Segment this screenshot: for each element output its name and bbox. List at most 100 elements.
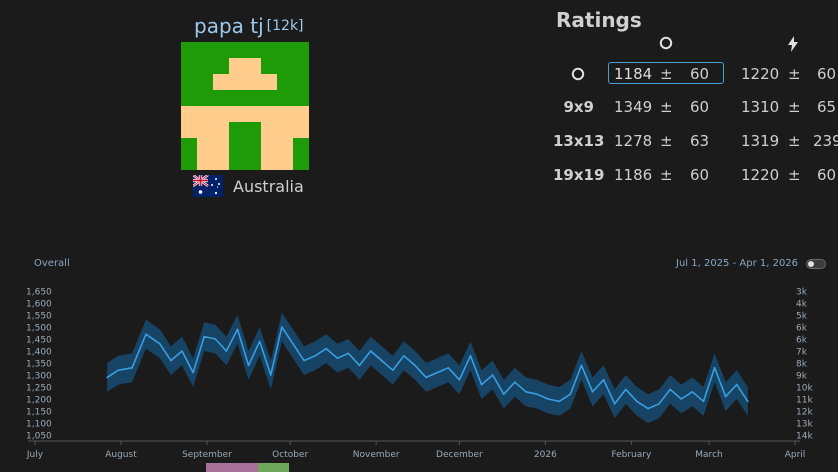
timeline-selection-range[interactable] — [206, 463, 258, 472]
rating-point — [314, 355, 316, 357]
rating-value[interactable]: 1319 — [741, 132, 780, 150]
rating-point — [203, 335, 205, 338]
rating-point — [117, 369, 120, 372]
rating-point — [491, 374, 494, 376]
australia-flag-icon — [193, 175, 223, 197]
y-tick-label: 1,500 — [26, 324, 52, 334]
rating-deviation: 239 — [813, 132, 838, 150]
rating-point — [347, 352, 350, 355]
username-text[interactable]: papa tj — [194, 14, 264, 38]
rating-point — [145, 333, 147, 336]
rating-value[interactable]: 1310 — [741, 98, 780, 116]
rating-point — [702, 400, 705, 403]
y-tick-label: 1,650 — [26, 288, 52, 298]
rating-point — [236, 328, 239, 331]
rating-value[interactable]: 1184 — [614, 65, 653, 83]
rating-point — [724, 395, 727, 398]
plus-minus: ± — [660, 65, 673, 83]
y2-tick-label: 5k — [796, 312, 808, 322]
y-tick-label: 1,450 — [26, 336, 52, 346]
rating-point — [214, 338, 217, 340]
ratings-title: Ratings — [556, 8, 642, 32]
rating-deviation: 60 — [690, 166, 710, 184]
rating-point — [392, 369, 394, 372]
rating-value[interactable]: 1349 — [614, 98, 653, 116]
graph-filter-label[interactable]: Overall — [34, 258, 70, 269]
rating-point — [558, 400, 561, 403]
y2-tick-label: 11k — [796, 396, 813, 406]
rating-series-line — [106, 326, 749, 410]
y-tick-label: 1,100 — [26, 420, 52, 430]
row-label-13x13: 13x13 — [553, 132, 605, 150]
y2-tick-label: 12k — [796, 408, 813, 418]
rating-point — [403, 355, 405, 357]
rating-point — [525, 391, 527, 393]
rating-value[interactable]: 1186 — [614, 166, 653, 184]
rating-point — [580, 364, 583, 367]
x-tick-label: November — [353, 450, 400, 460]
date-range-label: Jul 1, 2025 - Apr 1, 2026 — [676, 258, 799, 269]
rating-point — [691, 391, 694, 393]
plus-minus: ± — [660, 132, 673, 150]
username[interactable]: papa tj [12k] — [194, 14, 304, 38]
plus-minus: ± — [660, 98, 673, 116]
y-tick-label: 1,400 — [26, 348, 52, 358]
rating-value[interactable]: 1220 — [741, 166, 780, 184]
rating-point — [625, 388, 627, 391]
rating-point — [591, 391, 594, 393]
rating-point — [225, 350, 228, 352]
rank-badge: [12k] — [266, 18, 304, 34]
deviation-band — [107, 312, 748, 423]
rating-point — [469, 355, 472, 357]
y-tick-label: 1,150 — [26, 408, 52, 418]
x-tick-label: October — [272, 450, 308, 460]
rating-point — [436, 371, 438, 374]
circle-icon — [571, 67, 585, 81]
rating-point — [131, 367, 133, 369]
rating-value[interactable]: 1220 — [741, 65, 780, 83]
rating-point — [647, 407, 649, 410]
rating-point — [458, 379, 461, 381]
x-tick-label: February — [611, 450, 652, 460]
country-name: Australia — [233, 176, 304, 196]
y2-tick-label: 6k — [796, 336, 808, 346]
y2-tick-label: 7k — [796, 348, 808, 358]
rating-point — [502, 393, 505, 396]
rating-point — [735, 383, 738, 386]
rating-point — [669, 388, 671, 391]
y-tick-label: 1,300 — [26, 372, 52, 382]
y2-tick-label: 3k — [796, 288, 808, 298]
rating-point — [303, 359, 305, 362]
rating-deviation: 60 — [690, 65, 710, 83]
country: Australia — [193, 174, 304, 198]
toggle-knob — [808, 261, 814, 267]
rating-point — [613, 403, 616, 405]
rating-value[interactable]: 1278 — [614, 132, 653, 150]
rating-point — [181, 350, 183, 352]
row-label-19x19: 19x19 — [553, 166, 605, 184]
plus-minus: ± — [660, 166, 673, 184]
rating-point — [269, 374, 272, 376]
x-tick-label: September — [182, 450, 232, 460]
avatar — [181, 42, 309, 170]
rating-point — [680, 398, 683, 400]
plus-minus: ± — [788, 132, 801, 150]
y-tick-label: 1,250 — [26, 384, 52, 394]
timeline-selection-range-2[interactable] — [258, 463, 289, 472]
x-tick-label: April — [785, 450, 806, 460]
rating-point — [447, 367, 450, 369]
rating-point — [569, 393, 572, 396]
plus-minus: ± — [788, 166, 801, 184]
plus-minus: ± — [788, 98, 801, 116]
rating-deviation: 60 — [817, 65, 837, 83]
rating-point — [369, 350, 372, 352]
x-tick-label: March — [695, 450, 722, 460]
rating-point — [106, 376, 108, 379]
rating-point — [380, 359, 383, 362]
y-tick-label: 1,550 — [26, 312, 52, 322]
y-tick-label: 1,350 — [26, 360, 52, 370]
rating-point — [514, 381, 516, 384]
rating-deviation: 63 — [690, 132, 710, 150]
graph-toggle[interactable] — [806, 259, 826, 269]
x-tick-label: July — [26, 450, 44, 460]
